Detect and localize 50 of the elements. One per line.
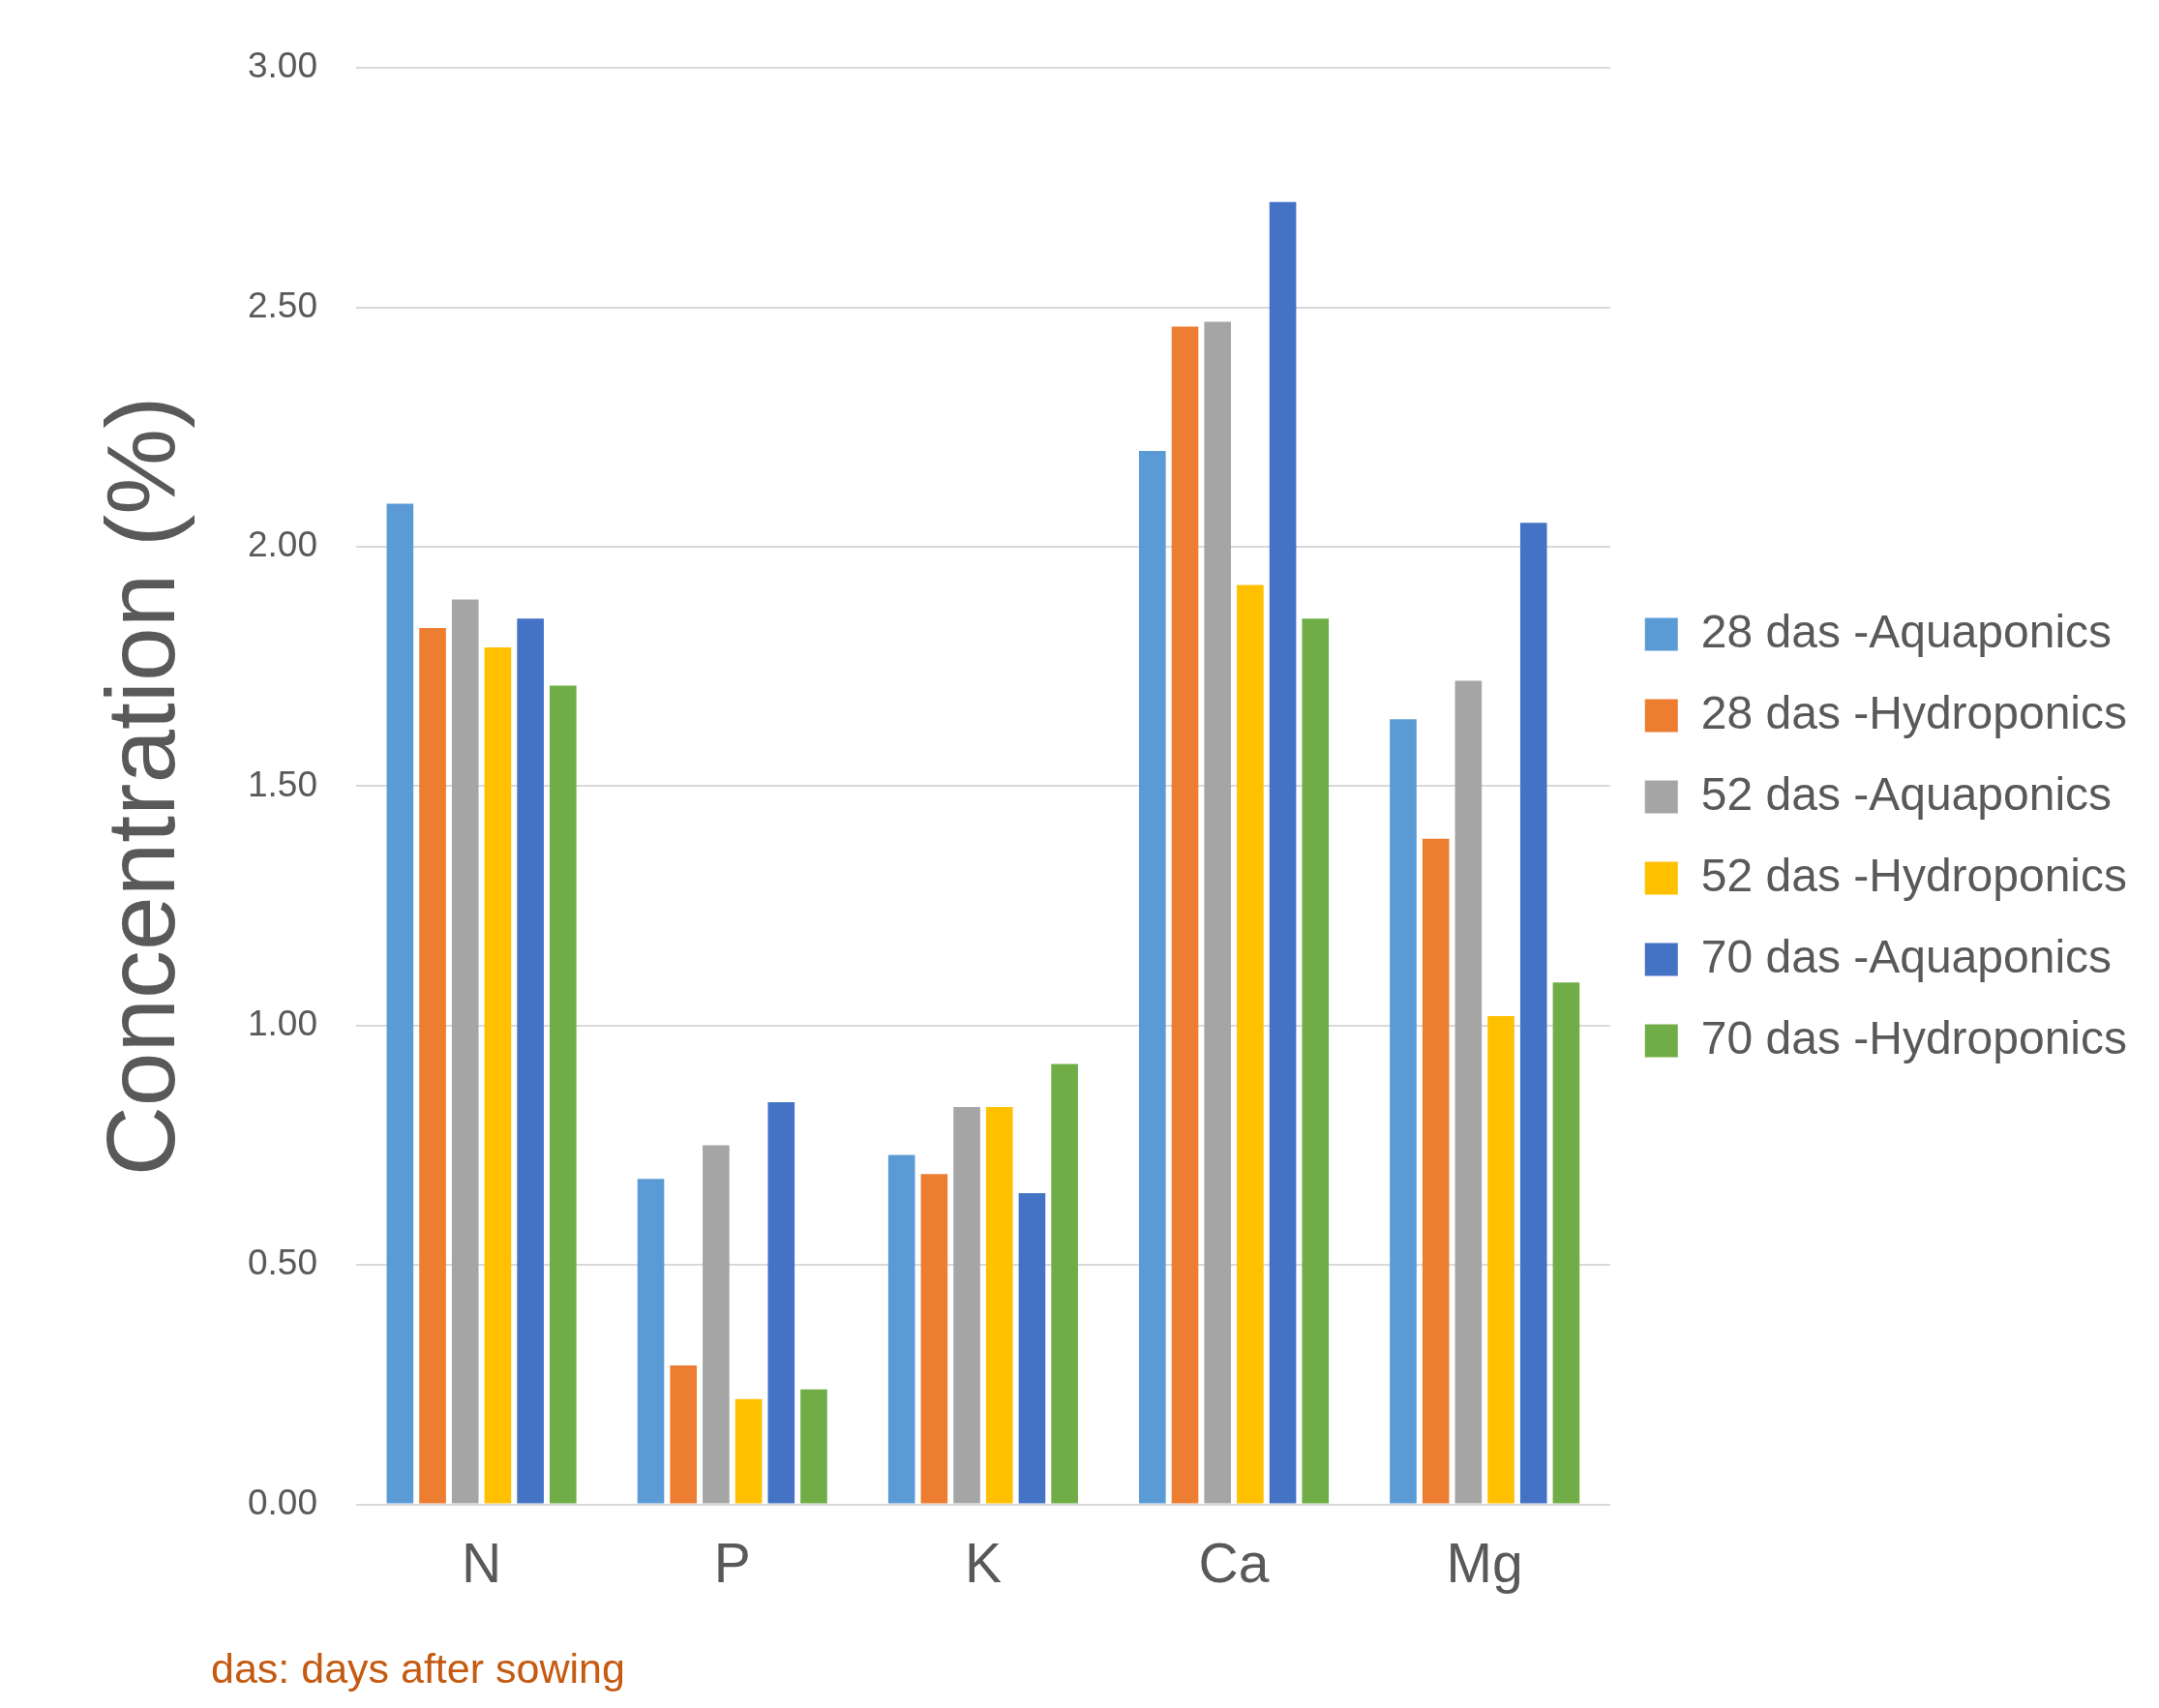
- y-tick-label: 2.00: [248, 524, 318, 565]
- bar: [637, 1179, 665, 1504]
- bar: [985, 1106, 1013, 1504]
- y-tick-label: 1.50: [248, 764, 318, 804]
- bar: [1454, 680, 1483, 1504]
- bar: [1302, 618, 1330, 1504]
- bar: [953, 1106, 980, 1504]
- bar: [670, 1365, 698, 1504]
- bar: [1237, 584, 1264, 1504]
- bar: [703, 1145, 730, 1504]
- y-tick-label: 0.50: [248, 1243, 318, 1283]
- legend-label: 70 das -Hydroponics: [1700, 1011, 2128, 1064]
- x-tick-label: Ca: [1198, 1531, 1270, 1594]
- bar: [419, 628, 446, 1504]
- bar: [1519, 523, 1547, 1504]
- bar: [800, 1389, 827, 1504]
- x-tick-label: K: [964, 1531, 1002, 1594]
- bar: [517, 618, 544, 1504]
- bar: [735, 1398, 763, 1504]
- bar: [1487, 1015, 1514, 1504]
- y-axis-title: Concentration (%): [85, 396, 195, 1177]
- text: das: days after sowing: [211, 1645, 625, 1693]
- bar: [484, 646, 512, 1504]
- bar: [1390, 719, 1417, 1504]
- x-tick-label: Mg: [1446, 1531, 1523, 1594]
- bar: [767, 1101, 795, 1504]
- legend-label: 28 das -Aquaponics: [1700, 605, 2113, 657]
- legend-label: 70 das -Aquaponics: [1700, 930, 2113, 982]
- bar: [1018, 1192, 1046, 1504]
- x-tick-label: P: [713, 1531, 751, 1594]
- bar: [1269, 201, 1297, 1504]
- bar: [1204, 321, 1232, 1504]
- bar: [1552, 982, 1580, 1504]
- bar: [451, 599, 479, 1504]
- bar: [550, 685, 577, 1504]
- bar: [1051, 1064, 1078, 1504]
- bar: [1171, 326, 1199, 1504]
- legend-label: 52 das -Aquaponics: [1700, 767, 2113, 820]
- y-tick-label: 1.00: [248, 1004, 318, 1043]
- y-tick-label: 0.00: [248, 1482, 318, 1522]
- y-tick-label: 3.00: [248, 45, 318, 86]
- x-tick-label: N: [462, 1531, 502, 1594]
- bar: [887, 1154, 915, 1504]
- y-tick-label: 2.50: [248, 285, 318, 325]
- legend-label: 28 das -Hydroponics: [1700, 686, 2128, 738]
- bar: [920, 1174, 948, 1504]
- legend-label: 52 das -Hydroponics: [1700, 849, 2128, 901]
- bar: [1139, 451, 1166, 1504]
- bar: [1422, 838, 1450, 1504]
- bar: [386, 503, 414, 1504]
